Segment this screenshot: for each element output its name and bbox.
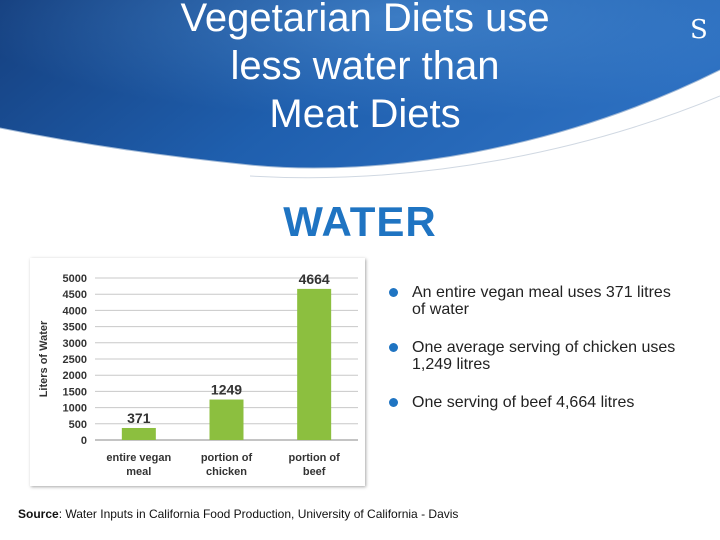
x-tick-label: entire vegan <box>106 452 171 464</box>
y-tick-label: 1000 <box>63 403 87 415</box>
bullet-item: One serving of beef 4,664 litres <box>386 394 686 411</box>
y-tick-label: 5000 <box>63 273 87 285</box>
y-tick-label: 4500 <box>63 289 87 301</box>
bar <box>121 427 156 440</box>
source-label: Source <box>18 507 59 521</box>
source-note: Source: Water Inputs in California Food … <box>18 507 458 521</box>
x-tick-label: portion of <box>201 452 253 464</box>
bar <box>297 288 332 440</box>
x-tick-label: chicken <box>206 466 247 478</box>
bar-chart: 0 500 1000 1500 2000 2500 3000 3500 4000 4500 5000… <box>30 258 365 486</box>
y-tick-label: 2500 <box>63 354 87 366</box>
bullet-dot-icon <box>389 343 398 352</box>
bullet-text: An entire vegan meal uses 371 litres of … <box>412 284 671 318</box>
y-tick-label: 3000 <box>63 338 87 350</box>
slide-subtitle: WATER <box>283 198 437 245</box>
header-background: S <box>0 0 720 179</box>
y-tick-label: 2000 <box>63 370 87 382</box>
bullet-dot-icon <box>389 288 398 297</box>
y-tick-label: 4000 <box>63 305 87 317</box>
bullet-item: An entire vegan meal uses 371 litres of … <box>386 284 686 318</box>
bar <box>209 399 244 440</box>
bullet-item: One average serving of chicken uses 1,24… <box>386 339 686 373</box>
y-tick-label: 3500 <box>63 322 87 334</box>
bullet-dot-icon <box>389 398 398 407</box>
y-tick-label: 500 <box>69 419 87 431</box>
data-label: 4664 <box>299 271 330 287</box>
data-label: 1249 <box>211 382 242 398</box>
data-label: 371 <box>127 410 151 426</box>
x-tick-label: meal <box>126 466 151 478</box>
bullet-text: One serving of beef 4,664 litres <box>412 394 635 411</box>
y-axis-label: Liters of Water <box>38 320 50 397</box>
bar-chart-svg: 0 500 1000 1500 2000 2500 3000 3500 4000 4500 5000… <box>38 271 358 478</box>
brand-s-logo: S <box>690 15 708 45</box>
bullet-list: An entire vegan meal uses 371 litres of … <box>386 284 686 432</box>
source-text: : Water Inputs in California Food Produc… <box>58 507 459 521</box>
x-tick-label: beef <box>303 466 326 478</box>
y-tick-label: 1500 <box>63 386 87 398</box>
slide-title: Vegetarian Diets use less water than Mea… <box>180 0 550 136</box>
x-tick-label: portion of <box>289 452 341 464</box>
y-tick-label: 0 <box>81 435 87 447</box>
bullet-text: One average serving of chicken uses 1,24… <box>412 339 676 373</box>
